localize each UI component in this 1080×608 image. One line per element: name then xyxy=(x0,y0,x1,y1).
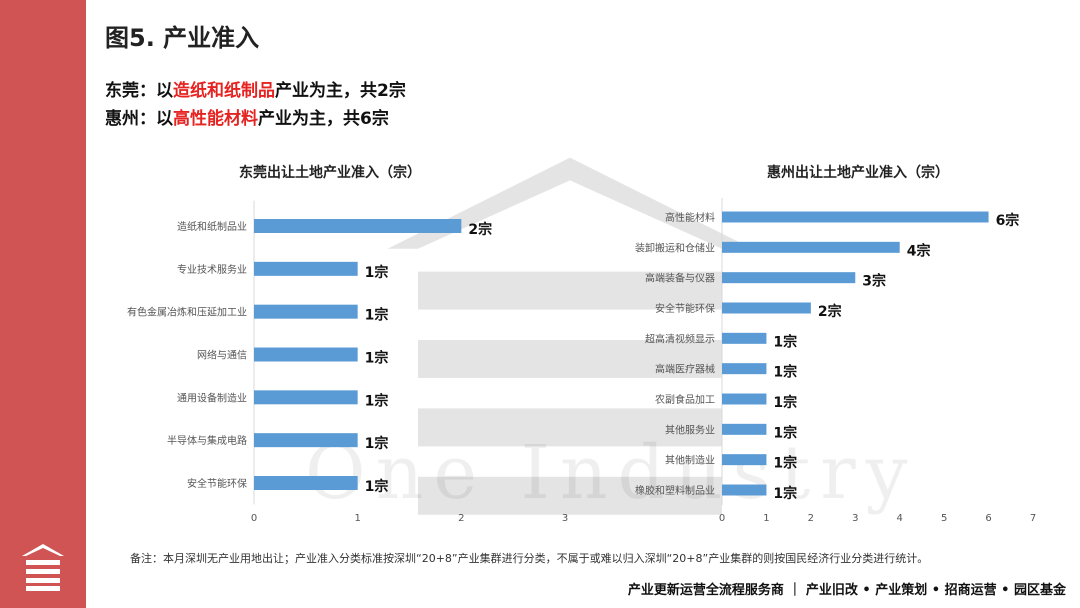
category-label: 高端装备与仪器 xyxy=(645,272,715,285)
data-label: 6宗 xyxy=(996,212,1020,229)
x-tick-label: 3 xyxy=(852,513,858,524)
chart-title: 惠州出让土地产业准入（宗） xyxy=(767,164,949,181)
x-tick-label: 6 xyxy=(985,513,991,524)
bar xyxy=(722,272,856,284)
data-label: 1宗 xyxy=(365,478,389,495)
x-tick-label: 7 xyxy=(1030,513,1036,524)
bar xyxy=(254,261,358,276)
chart-title: 东莞出让土地产业准入（宗） xyxy=(239,164,421,181)
x-tick-label: 0 xyxy=(719,513,725,524)
side-accent-bar xyxy=(0,0,86,608)
category-label: 半导体与集成电路 xyxy=(167,434,247,447)
category-label: 农副食品加工 xyxy=(655,393,715,406)
category-label: 高性能材料 xyxy=(665,211,715,224)
data-label: 1宗 xyxy=(365,307,389,324)
bar xyxy=(722,393,767,405)
bar xyxy=(254,390,358,405)
data-label: 1宗 xyxy=(773,424,797,441)
bar xyxy=(722,423,767,435)
x-tick-label: 2 xyxy=(808,513,814,524)
summary-line-dongguan: 东莞：以造纸和纸制品产业为主，共2宗 xyxy=(105,76,406,101)
data-label: 3宗 xyxy=(862,273,886,290)
footnote: 备注：本月深圳无产业用地出让；产业准入分类标准按深圳“20+8”产业集群进行分类… xyxy=(130,552,929,565)
data-label: 1宗 xyxy=(773,485,797,502)
summary-suffix: 产业为主，共2宗 xyxy=(275,81,406,101)
category-label: 橡胶和塑料制品业 xyxy=(635,484,715,497)
bar xyxy=(722,241,900,253)
x-tick-label: 1 xyxy=(763,513,769,524)
category-label: 高端医疗器械 xyxy=(655,363,715,376)
page-title: 图5. 产业准入 xyxy=(105,24,260,52)
bar xyxy=(722,302,811,314)
bar xyxy=(722,454,767,466)
summary-highlight: 造纸和纸制品 xyxy=(173,81,275,101)
bar xyxy=(254,476,358,490)
data-label: 2宗 xyxy=(818,303,842,320)
category-label: 安全节能环保 xyxy=(655,302,715,315)
data-label: 2宗 xyxy=(468,221,492,238)
category-label: 专业技术服务业 xyxy=(177,263,247,276)
bar xyxy=(254,304,358,319)
category-label: 安全节能环保 xyxy=(187,477,247,490)
category-label: 其他服务业 xyxy=(665,423,715,436)
watermark-text: One Industry xyxy=(305,430,918,516)
x-tick-label: 1 xyxy=(354,513,360,524)
footer-slogan: 产业更新运营全流程服务商 ｜ 产业旧改 • 产业策划 • 招商运营 • 园区基金 xyxy=(627,583,1066,598)
category-label: 通用设备制造业 xyxy=(177,391,247,404)
data-label: 1宗 xyxy=(773,333,797,350)
category-label: 有色金属冶炼和压延加工业 xyxy=(127,306,247,319)
data-label: 1宗 xyxy=(773,394,797,411)
x-tick-label: 0 xyxy=(251,513,257,524)
data-label: 1宗 xyxy=(365,264,389,281)
category-label: 其他制造业 xyxy=(665,454,715,467)
x-tick-label: 5 xyxy=(941,513,947,524)
watermark-logo-icon xyxy=(387,157,753,515)
data-label: 1宗 xyxy=(773,364,797,381)
category-label: 网络与通信 xyxy=(197,349,247,362)
bar xyxy=(722,332,767,344)
bar xyxy=(254,219,462,233)
bar xyxy=(254,347,358,362)
bar xyxy=(254,433,358,448)
summary-prefix: 东莞：以 xyxy=(105,81,173,101)
bar xyxy=(722,363,767,375)
x-tick-label: 3 xyxy=(562,513,568,524)
summary-line-huizhou: 惠州：以高性能材料产业为主，共6宗 xyxy=(105,104,389,129)
logo-icon xyxy=(22,544,64,591)
category-label: 超高清视频显示 xyxy=(645,332,715,345)
category-label: 装卸搬运和仓储业 xyxy=(635,241,715,254)
summary-suffix: 产业为主，共6宗 xyxy=(258,109,389,129)
data-label: 1宗 xyxy=(365,435,389,452)
data-label: 1宗 xyxy=(365,392,389,409)
x-tick-label: 2 xyxy=(458,513,464,524)
bar xyxy=(722,484,767,496)
bar xyxy=(722,211,989,223)
summary-prefix: 惠州：以 xyxy=(105,109,173,129)
summary-highlight: 高性能材料 xyxy=(173,109,258,129)
data-label: 1宗 xyxy=(773,455,797,472)
x-tick-label: 4 xyxy=(897,513,903,524)
data-label: 4宗 xyxy=(907,242,931,259)
category-label: 造纸和纸制品业 xyxy=(177,220,247,233)
data-label: 1宗 xyxy=(365,350,389,367)
